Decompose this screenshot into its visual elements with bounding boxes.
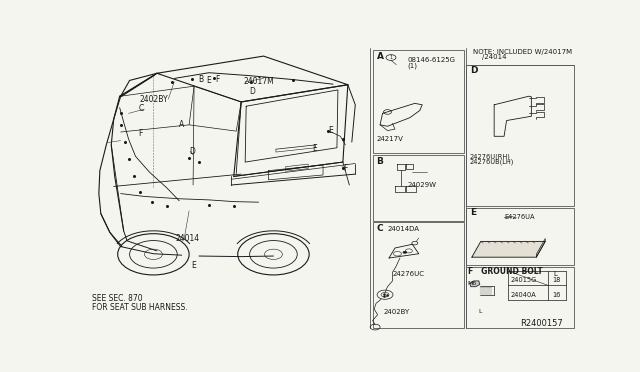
Text: B: B [198, 74, 203, 83]
Text: E4276UA: E4276UA [504, 214, 534, 219]
Text: A: A [179, 121, 184, 129]
Text: /24014: /24014 [482, 54, 506, 60]
Text: D: D [249, 87, 255, 96]
Text: 24217V: 24217V [376, 135, 403, 142]
Text: 24015G: 24015G [510, 277, 536, 283]
Text: L: L [479, 309, 483, 314]
Bar [466, 208, 574, 265]
Text: R2400157: R2400157 [520, 320, 563, 328]
Text: E: E [328, 126, 333, 135]
Text: F: F [343, 164, 348, 173]
Text: M6: M6 [467, 281, 477, 286]
Text: E: E [470, 208, 476, 217]
Text: D: D [470, 67, 477, 76]
Text: F: F [215, 75, 220, 84]
Text: 24276UB(LH): 24276UB(LH) [469, 158, 514, 165]
Text: 2402BY: 2402BY [383, 310, 410, 315]
Text: 24276U(RH): 24276U(RH) [469, 153, 510, 160]
Text: (1): (1) [408, 62, 417, 68]
Text: 16: 16 [553, 292, 561, 298]
Text: A: A [376, 52, 383, 61]
Text: SEE SEC. 870: SEE SEC. 870 [92, 294, 143, 303]
Text: 2402BY: 2402BY [140, 94, 168, 103]
Bar [466, 267, 574, 328]
Polygon shape [472, 241, 545, 257]
Circle shape [403, 251, 407, 253]
Text: FOR SEAT SUB HARNESS.: FOR SEAT SUB HARNESS. [92, 303, 188, 312]
Bar [466, 65, 574, 206]
Text: E: E [312, 144, 317, 153]
Text: E: E [191, 261, 196, 270]
Bar [372, 222, 465, 328]
Text: 1: 1 [389, 55, 392, 60]
Text: NOTE: INCLUDED W/24017M: NOTE: INCLUDED W/24017M [473, 49, 572, 55]
Bar [372, 155, 465, 221]
Bar [372, 50, 465, 154]
Text: 24029W: 24029W [408, 182, 436, 188]
Polygon shape [470, 281, 480, 287]
Text: 24040A: 24040A [510, 292, 536, 298]
Text: 24276UC: 24276UC [392, 271, 424, 278]
Text: C: C [376, 224, 383, 233]
Text: 24017M: 24017M [244, 77, 275, 86]
Text: 18: 18 [553, 277, 561, 283]
Text: 08146-6125G: 08146-6125G [408, 57, 456, 63]
Text: F: F [138, 129, 143, 138]
Text: L: L [554, 271, 557, 278]
Text: 24014: 24014 [176, 234, 200, 243]
Text: F   GROUND BOLT: F GROUND BOLT [468, 267, 543, 276]
Text: D: D [189, 147, 195, 156]
Text: C: C [138, 104, 144, 113]
Text: 24014DA: 24014DA [388, 226, 420, 232]
Text: E: E [207, 76, 211, 85]
Text: B: B [376, 157, 383, 166]
